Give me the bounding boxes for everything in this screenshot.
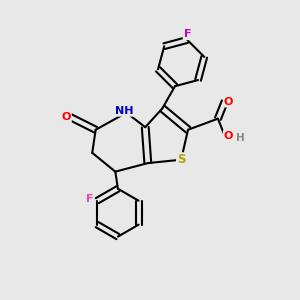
Text: H: H [236,133,244,143]
Text: O: O [61,112,71,122]
Text: S: S [177,153,185,166]
Text: F: F [86,194,93,204]
Text: O: O [224,131,233,141]
Text: NH: NH [115,106,134,116]
Text: F: F [184,29,191,39]
Text: O: O [224,97,233,106]
